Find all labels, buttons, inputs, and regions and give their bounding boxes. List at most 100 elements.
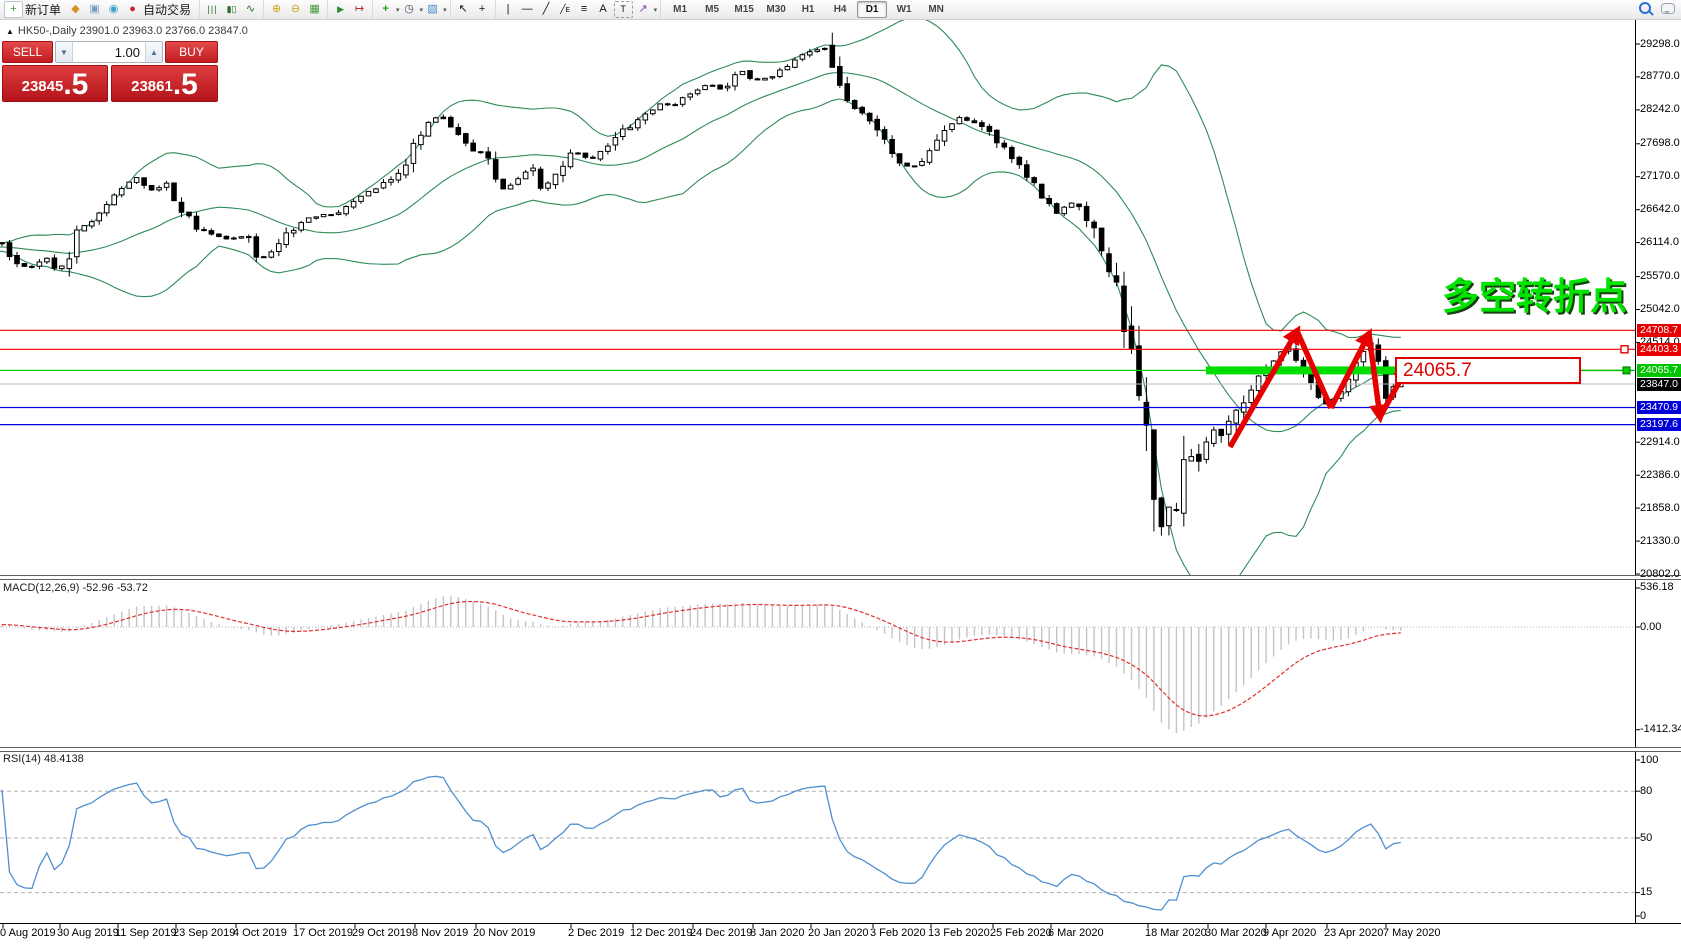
date-axis-label: 13 Feb 2020 <box>928 927 990 939</box>
zoom-in-icon[interactable]: ⊕ <box>271 3 282 15</box>
date-axis-label: 23 Sep 2019 <box>173 927 236 939</box>
fibonacci-icon[interactable]: ≡ <box>580 3 588 15</box>
timeframe-button-w1[interactable]: W1 <box>896 4 912 15</box>
timeframe-button-h4[interactable]: H4 <box>833 4 847 15</box>
date-axis-label: 30 Mar 2020 <box>1205 927 1267 939</box>
volume-down-icon[interactable]: ▼ <box>56 42 73 62</box>
price-level-chip: 24403.3 <box>1637 342 1681 356</box>
strategy-tester-icon[interactable]: ◉ <box>108 3 119 15</box>
horizontal-line-icon[interactable]: — <box>521 3 533 15</box>
sell-price[interactable]: 23845.5 <box>2 65 108 102</box>
vertical-line-icon[interactable]: | <box>506 3 510 15</box>
date-axis-label: 18 Mar 2020 <box>1145 927 1207 939</box>
rsi-axis-label: 100 <box>1640 753 1659 766</box>
timeframe-button-m1[interactable]: M1 <box>673 4 688 15</box>
indicators-dropdown-icon[interactable]: ▾ <box>396 6 400 14</box>
toolbar-group-cursor: ↖ + <box>449 0 495 19</box>
date-axis-label: 2 Dec 2019 <box>568 927 625 939</box>
bollinger-lower-band <box>0 98 1401 577</box>
volume-up-icon[interactable]: ▲ <box>145 42 162 62</box>
equidistant-channel-icon[interactable]: ╱ᴇ <box>560 4 570 14</box>
date-axis-label: 30 Aug 2019 <box>57 927 119 939</box>
main-price-panel <box>0 20 1404 577</box>
main-macd-divider[interactable] <box>0 575 1681 580</box>
date-axis-label: 8 Jan 2020 <box>750 927 805 939</box>
rsi-label: RSI(14) 48.4138 <box>3 753 84 765</box>
timeframe-button-m15[interactable]: M15 <box>734 4 754 15</box>
sell-button[interactable]: SELL <box>2 41 53 63</box>
date-axis-label: 23 Apr 2020 <box>1324 927 1384 939</box>
date-axis-label: 8 Nov 2019 <box>412 927 469 939</box>
collapse-icon[interactable]: ▲ <box>6 27 14 36</box>
price-level-chip: 24708.7 <box>1637 323 1681 337</box>
candlesticks <box>0 32 1404 536</box>
tile-windows-icon[interactable]: ▦ <box>309 3 320 15</box>
toolbar-group-chart-type: ||| ▮▯ ∿ <box>199 0 263 19</box>
trendline-icon[interactable]: ╱ <box>542 3 550 15</box>
templates-icon[interactable]: ▧ <box>427 3 438 15</box>
rsi-axis-label: 50 <box>1640 831 1653 844</box>
arrows-icon[interactable]: ↗ <box>638 3 648 15</box>
price-callout-box: 24065.7 <box>1395 357 1581 384</box>
autotrading-label[interactable]: 自动交易 <box>143 3 192 17</box>
new-order-label[interactable]: 新订单 <box>25 3 62 17</box>
date-axis-label: 20 Jan 2020 <box>808 927 869 939</box>
text-icon[interactable]: A <box>599 3 607 15</box>
buy-price-main: 23861 <box>131 78 173 95</box>
green-line-anchor[interactable] <box>1622 366 1631 375</box>
buy-button[interactable]: BUY <box>165 41 218 63</box>
new-order-icon[interactable]: + <box>4 1 23 18</box>
chat-icon[interactable] <box>1661 2 1675 14</box>
rsi-axis-label: 0 <box>1640 909 1647 922</box>
periods-dropdown-icon[interactable]: ▾ <box>419 6 424 14</box>
candlestick-chart-icon[interactable]: ▮▯ <box>226 4 237 14</box>
trend-arrow[interactable] <box>1366 333 1388 424</box>
turning-point-annotation: 多空转折点 <box>1442 275 1627 318</box>
volume-stepper[interactable]: ▼ 1.00 ▲ <box>55 41 163 63</box>
autotrading-icon[interactable]: ● <box>129 3 136 15</box>
trend-arrow[interactable] <box>1294 329 1334 410</box>
cursor-icon[interactable]: ↖ <box>458 3 468 15</box>
timeframe-button-d1[interactable]: D1 <box>857 1 888 18</box>
bar-chart-icon[interactable]: ||| <box>207 4 218 14</box>
templates-dropdown-icon[interactable]: ▾ <box>443 6 447 14</box>
rsi-axis-label: 15 <box>1640 886 1653 899</box>
arrows-dropdown-icon[interactable]: ▾ <box>653 6 658 14</box>
chart-shift-icon[interactable]: ↦ <box>354 3 365 15</box>
date-axis-label: 24 Dec 2019 <box>690 927 753 939</box>
line-chart-icon[interactable]: ∿ <box>245 3 256 15</box>
timeframe-button-m5[interactable]: M5 <box>705 4 720 15</box>
periods-icon[interactable]: ◷ <box>404 3 414 15</box>
crosshair-icon[interactable]: + <box>478 3 486 15</box>
terminal-icon[interactable]: ▣ <box>89 3 100 15</box>
red-line-anchor[interactable] <box>1620 345 1629 354</box>
trend-arrow[interactable] <box>1328 328 1372 410</box>
indicators-icon[interactable]: + <box>382 3 389 15</box>
toolbar-group-timeframes: M1 M5 M15 M30 H1 H4 D1 W1 MN <box>660 0 955 19</box>
toolbar-right <box>1639 2 1675 14</box>
zoom-out-icon[interactable]: ⊖ <box>290 3 301 15</box>
date-axis-label: 6 Mar 2020 <box>1048 927 1104 939</box>
toolbar-group-zoom: ⊕ ⊖ ▦ <box>263 0 327 19</box>
macd-rsi-divider[interactable] <box>0 747 1681 752</box>
timeframe-button-h1[interactable]: H1 <box>801 4 815 15</box>
macd-histogram <box>1 596 1402 734</box>
sell-price-main: 23845 <box>21 78 64 95</box>
toolbar-group-insert: + ▾ ◷ ▾ ▧ ▾ <box>372 0 450 19</box>
volume-value[interactable]: 1.00 <box>114 44 140 60</box>
history-center-icon[interactable]: ◆ <box>71 3 80 15</box>
date-axis-label: 29 Oct 2019 <box>352 927 412 939</box>
price-level-chip: 23847.0 <box>1637 377 1681 391</box>
search-icon[interactable] <box>1639 2 1651 14</box>
chart-header-text: HK50-,Daily 23901.0 23963.0 23766.0 2384… <box>17 25 248 37</box>
timeframe-button-mn[interactable]: MN <box>928 4 944 15</box>
trend-arrow[interactable] <box>1227 325 1301 449</box>
rsi-panel <box>0 775 1635 911</box>
macd-axis-label: 0.00 <box>1640 620 1662 633</box>
price-tick-label: 26114.0 <box>1640 236 1679 249</box>
timeframe-button-m30[interactable]: M30 <box>766 4 786 15</box>
auto-scroll-icon[interactable]: ▶ <box>337 4 344 14</box>
buy-price[interactable]: 23861.5 <box>111 65 218 102</box>
text-label-icon[interactable]: T <box>613 1 633 18</box>
